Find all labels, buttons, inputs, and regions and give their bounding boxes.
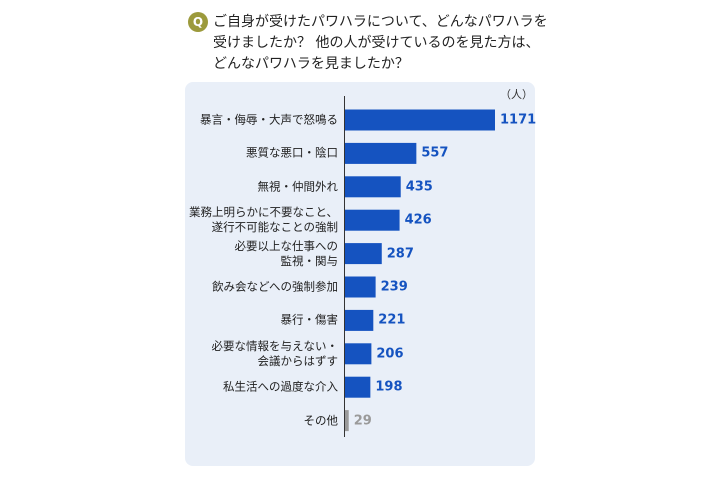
value-label: 239 <box>380 279 408 295</box>
category-label: 暴行・傷害 <box>280 312 339 327</box>
value-label: 198 <box>375 379 403 395</box>
value-label: 287 <box>386 246 414 262</box>
category-label: 業務上明らかに不要なこと、 遂行不可能なことの強制 <box>188 205 338 235</box>
category-label: その他 <box>303 413 339 428</box>
category-label: 悪質な悪口・陰口 <box>246 145 338 160</box>
unit-label: （人） <box>500 88 533 101</box>
bar <box>345 276 376 298</box>
panel <box>185 82 535 466</box>
category-label: 無視・仲間外れ <box>257 179 339 194</box>
value-label: 426 <box>404 212 432 228</box>
bar <box>345 209 400 231</box>
bar <box>345 376 371 398</box>
value-label: 221 <box>378 312 406 328</box>
badge-circle <box>188 12 208 32</box>
category-label: 飲み会などへの強制参加 <box>212 279 338 294</box>
bar <box>345 142 417 164</box>
value-label: 206 <box>376 346 404 362</box>
bar <box>345 243 382 265</box>
bar <box>345 410 349 432</box>
bar <box>345 176 401 198</box>
bar <box>345 343 372 365</box>
chart-title: ご自身が受けたパワハラについて、どんなパワハラを 受けましたか？ 他の人が受けて… <box>213 14 548 72</box>
value-label: 29 <box>353 413 372 429</box>
value-label: 1171 <box>500 112 537 128</box>
category-label: 私生活への過度な介入 <box>223 379 338 394</box>
category-label: 暴言・侮辱・大声で怒鳴る <box>200 112 338 127</box>
bar <box>345 309 374 331</box>
bar <box>345 109 495 131</box>
category-label: 必要な情報を与えない・ 会議からはずす <box>211 338 339 368</box>
value-label: 557 <box>421 145 449 161</box>
value-label: 435 <box>405 179 433 195</box>
badge: Q <box>192 15 204 29</box>
category-label: 必要以上な仕事への 監視・関与 <box>234 238 339 268</box>
